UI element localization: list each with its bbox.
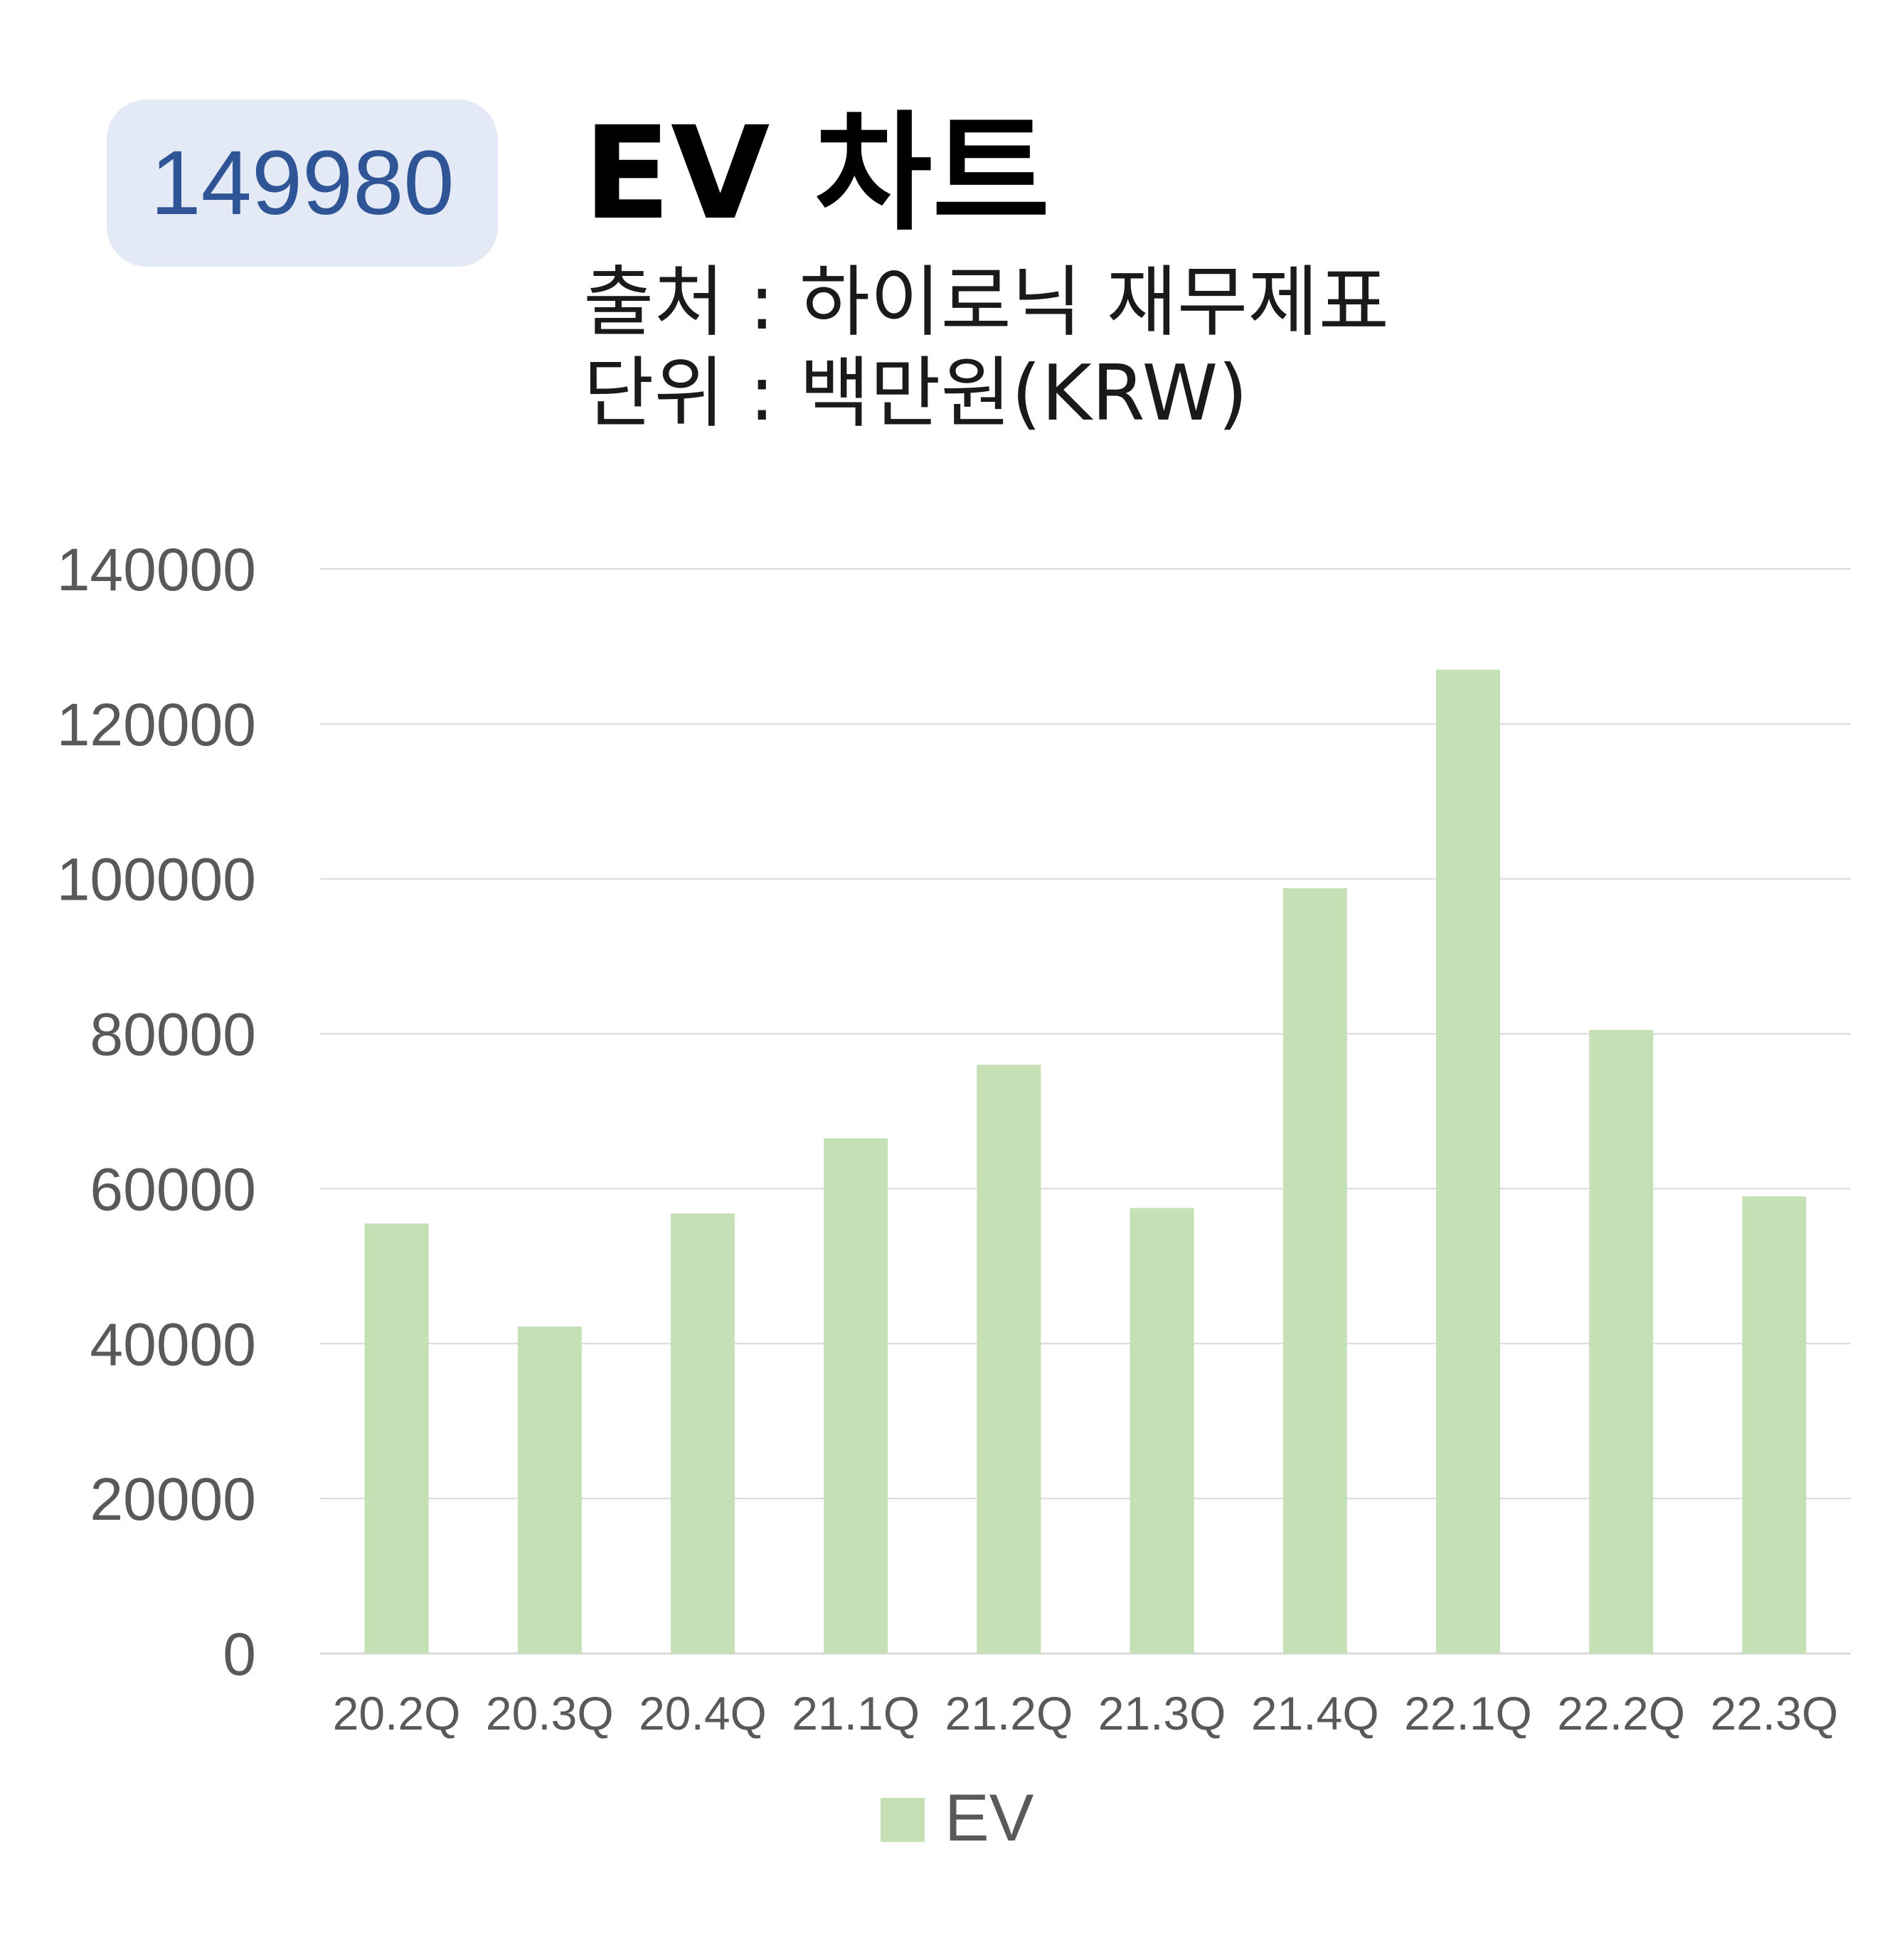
bar — [1130, 1208, 1194, 1653]
x-tick-label: 22.2Q — [1557, 1687, 1685, 1740]
source-note: 출처 : 하이로닉 재무제표 — [583, 258, 1389, 347]
chart-title: EV 차트 — [583, 100, 1051, 248]
unit-note: 단위 : 백만원(KRW) — [583, 349, 1248, 438]
x-tick-label: 21.1Q — [792, 1687, 920, 1740]
y-tick-label: 140000 — [57, 536, 256, 603]
y-tick-label: 100000 — [57, 846, 256, 913]
bar — [1742, 1196, 1807, 1653]
y-tick-label: 20000 — [90, 1466, 256, 1533]
stock-code: 149980 — [150, 132, 455, 234]
x-tick-label: 20.4Q — [639, 1687, 767, 1740]
stock-code-badge: 149980 — [107, 100, 498, 267]
y-tick-label: 40000 — [90, 1311, 256, 1378]
bar — [671, 1213, 735, 1653]
bar — [364, 1223, 429, 1653]
bar — [517, 1326, 582, 1653]
x-tick-label: 21.2Q — [945, 1687, 1073, 1740]
y-tick-label: 80000 — [90, 1001, 256, 1068]
bar — [1589, 1030, 1654, 1653]
bar — [1282, 888, 1347, 1653]
x-tick-label: 21.3Q — [1098, 1687, 1226, 1740]
bar — [1436, 669, 1500, 1653]
bar — [977, 1065, 1041, 1653]
y-tick-label: 60000 — [90, 1156, 256, 1223]
x-tick-label: 20.2Q — [333, 1687, 461, 1740]
legend-swatch — [881, 1798, 925, 1842]
x-tick-label: 22.1Q — [1404, 1687, 1532, 1740]
x-tick-label: 20.3Q — [486, 1687, 614, 1740]
y-tick-label: 120000 — [57, 691, 256, 758]
bar — [824, 1138, 888, 1653]
x-tick-label: 22.3Q — [1711, 1687, 1839, 1740]
x-tick-label: 21.4Q — [1251, 1687, 1379, 1740]
y-tick-label: 0 — [223, 1621, 256, 1688]
legend-label: EV — [945, 1780, 1034, 1855]
